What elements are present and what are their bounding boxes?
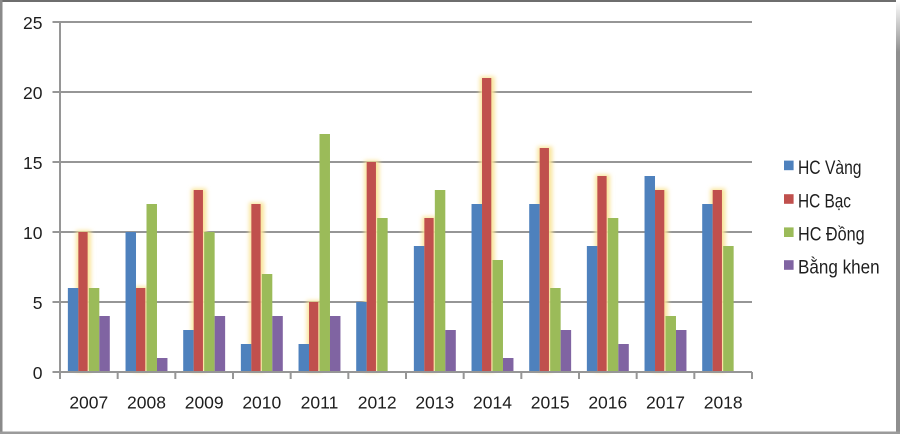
svg-text:2007: 2007 [69,393,108,413]
svg-text:2008: 2008 [127,393,166,413]
svg-text:2014: 2014 [473,393,512,413]
svg-text:2018: 2018 [704,393,743,413]
svg-text:2016: 2016 [588,393,627,413]
svg-text:2009: 2009 [185,393,224,413]
svg-text:HC Vàng: HC Vàng [798,157,862,179]
svg-text:2013: 2013 [415,393,454,413]
svg-text:2017: 2017 [646,393,685,413]
svg-text:HC Bạc: HC Bạc [798,190,851,212]
svg-text:20: 20 [23,83,43,103]
svg-text:2012: 2012 [358,393,397,413]
svg-text:5: 5 [33,293,43,313]
svg-text:2011: 2011 [301,393,339,413]
svg-text:15: 15 [23,153,42,173]
svg-text:10: 10 [23,223,43,243]
svg-text:2010: 2010 [242,393,281,413]
svg-text:HC Đồng: HC Đồng [798,224,865,246]
svg-text:25: 25 [23,13,42,33]
svg-text:Bằng khen: Bằng khen [798,255,880,278]
svg-text:0: 0 [33,363,43,383]
svg-text:2015: 2015 [531,393,570,413]
